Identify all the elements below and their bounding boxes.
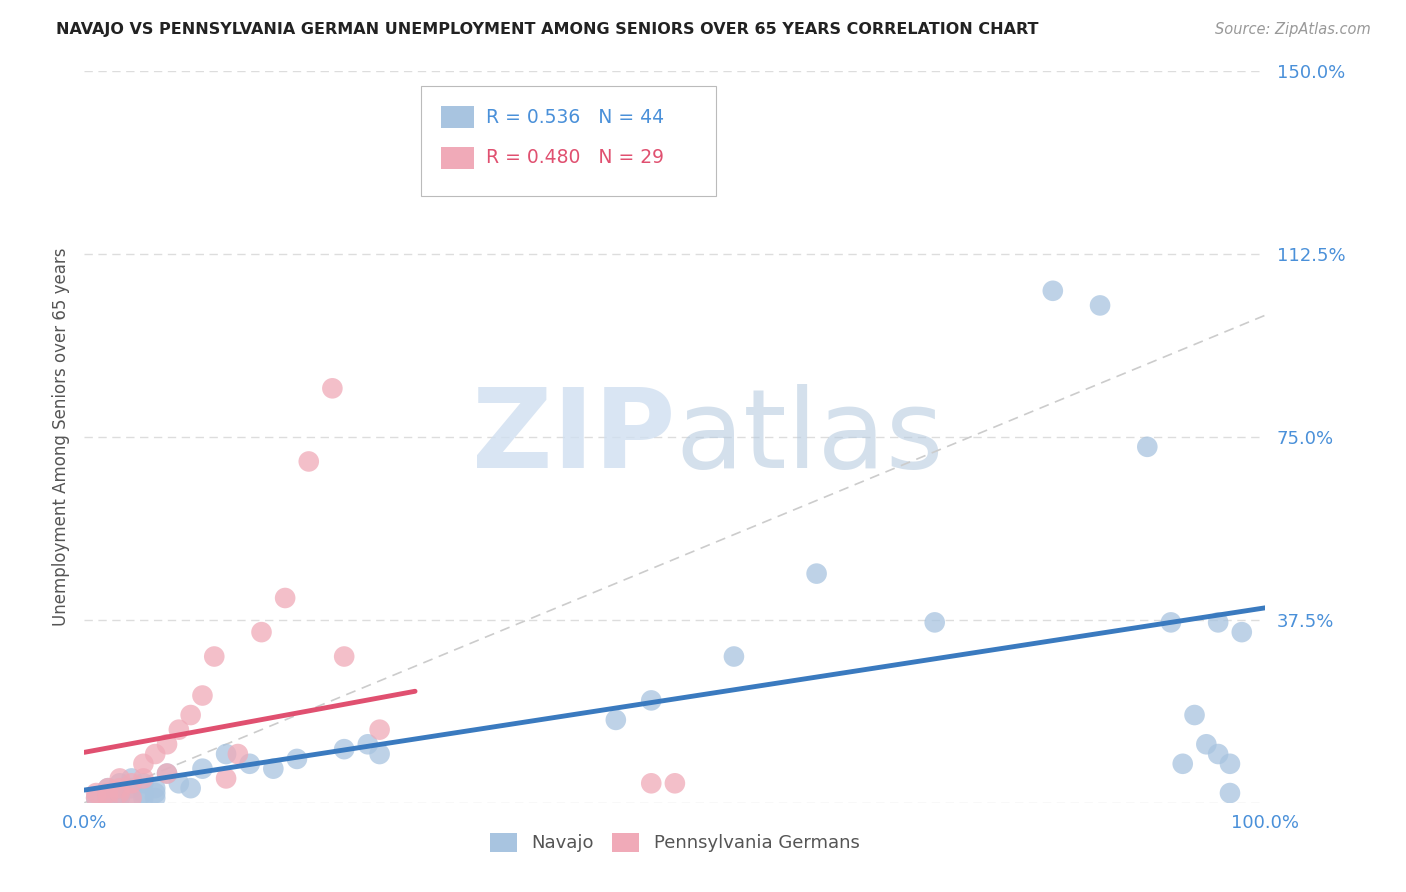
Point <box>1230 625 1253 640</box>
Text: R = 0.480   N = 29: R = 0.480 N = 29 <box>486 148 664 167</box>
Point <box>806 566 828 581</box>
Point <box>368 723 391 737</box>
Point <box>180 781 202 796</box>
Point <box>108 781 131 796</box>
Point <box>1184 708 1206 723</box>
Point <box>84 791 107 805</box>
Point <box>143 781 166 796</box>
Point <box>156 766 179 780</box>
Point <box>1206 615 1229 630</box>
FancyBboxPatch shape <box>441 106 474 128</box>
Point <box>333 649 356 664</box>
Point <box>84 791 107 805</box>
Point <box>226 747 249 761</box>
Point <box>1136 440 1159 454</box>
Point <box>121 791 143 805</box>
Point <box>97 786 120 800</box>
FancyBboxPatch shape <box>441 146 474 169</box>
Point <box>180 708 202 723</box>
Point <box>1206 747 1229 761</box>
Point <box>274 591 297 605</box>
Point <box>298 454 321 468</box>
Point <box>132 786 155 800</box>
Point <box>167 776 190 790</box>
Point <box>108 772 131 786</box>
Point <box>262 762 284 776</box>
Point <box>924 615 946 630</box>
Point <box>191 762 214 776</box>
Point <box>250 625 273 640</box>
Point <box>156 737 179 751</box>
Point <box>97 786 120 800</box>
Point <box>156 766 179 780</box>
Point <box>333 742 356 756</box>
FancyBboxPatch shape <box>420 86 716 195</box>
Point <box>202 649 225 664</box>
Point <box>239 756 262 771</box>
Point <box>357 737 380 751</box>
Point <box>97 781 120 796</box>
Point <box>97 791 120 805</box>
Point <box>368 747 391 761</box>
Point <box>1160 615 1182 630</box>
Point <box>108 791 131 805</box>
Point <box>108 786 131 800</box>
Point <box>97 791 120 805</box>
Point <box>108 786 131 800</box>
Point <box>1219 786 1241 800</box>
Point <box>1219 756 1241 771</box>
Point <box>132 776 155 790</box>
Text: atlas: atlas <box>675 384 943 491</box>
Point <box>132 791 155 805</box>
Point <box>215 747 238 761</box>
Point <box>97 781 120 796</box>
Point <box>1088 298 1111 312</box>
Point <box>132 756 155 771</box>
Point <box>640 693 662 707</box>
Point <box>215 772 238 786</box>
Text: NAVAJO VS PENNSYLVANIA GERMAN UNEMPLOYMENT AMONG SENIORS OVER 65 YEARS CORRELATI: NAVAJO VS PENNSYLVANIA GERMAN UNEMPLOYME… <box>56 22 1039 37</box>
Point <box>321 381 343 395</box>
Point <box>1171 756 1194 771</box>
Point <box>640 776 662 790</box>
Point <box>167 723 190 737</box>
Text: Source: ZipAtlas.com: Source: ZipAtlas.com <box>1215 22 1371 37</box>
Point <box>108 776 131 790</box>
Point <box>143 791 166 805</box>
Point <box>132 772 155 786</box>
Point <box>285 752 308 766</box>
Point <box>143 786 166 800</box>
Point <box>121 776 143 790</box>
Point <box>121 772 143 786</box>
Point <box>723 649 745 664</box>
Point <box>191 689 214 703</box>
Point <box>143 747 166 761</box>
Y-axis label: Unemployment Among Seniors over 65 years: Unemployment Among Seniors over 65 years <box>52 248 70 626</box>
Point <box>121 791 143 805</box>
Legend: Navajo, Pennsylvania Germans: Navajo, Pennsylvania Germans <box>482 826 868 860</box>
Point <box>605 713 627 727</box>
Point <box>84 786 107 800</box>
Point <box>1042 284 1064 298</box>
Text: R = 0.536   N = 44: R = 0.536 N = 44 <box>486 108 664 127</box>
Point <box>121 781 143 796</box>
Point <box>664 776 686 790</box>
Point <box>1195 737 1218 751</box>
Text: ZIP: ZIP <box>471 384 675 491</box>
